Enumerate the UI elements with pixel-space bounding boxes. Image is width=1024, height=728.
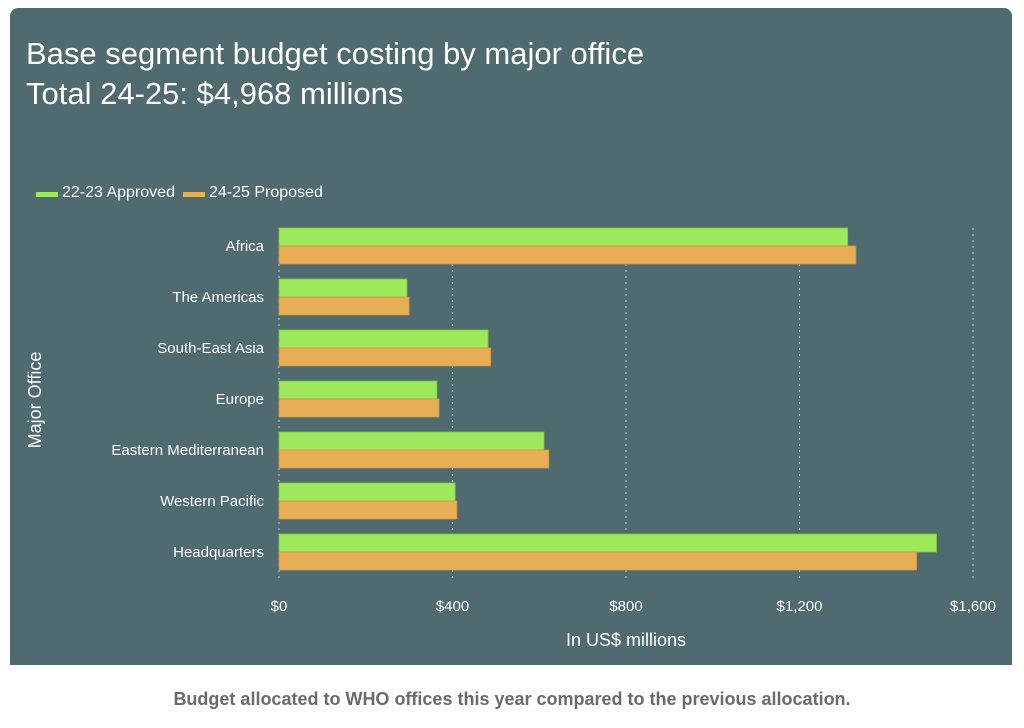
legend-label: 22-23 Approved (62, 184, 175, 201)
x-tick-label: $400 (436, 598, 469, 615)
category-label: Headquarters (173, 544, 264, 561)
bar-approved (278, 482, 456, 502)
y-axis-label: Major Office (25, 352, 45, 449)
bar-approved (278, 278, 408, 298)
bar-approved (278, 329, 489, 349)
bar-approved (278, 431, 545, 451)
title-line-1: Base segment budget costing by major off… (26, 36, 645, 71)
bar-proposed (278, 398, 440, 418)
bar-proposed (278, 449, 550, 469)
bar-proposed (278, 500, 458, 520)
chart-title: Base segment budget costing by major off… (26, 34, 644, 114)
legend-swatch (36, 192, 58, 197)
legend-item-proposed: 24-25 Proposed (182, 184, 323, 202)
title-line-2: Total 24-25: $4,968 millions (26, 76, 404, 111)
legend-item-approved: 22-23 Approved (36, 184, 175, 202)
legend: 22-23 Approved 24-25 Proposed (36, 184, 323, 202)
category-label: Western Pacific (160, 493, 264, 510)
category-label: The Americas (172, 289, 264, 306)
category-label: Eastern Mediterranean (111, 442, 264, 459)
bar-proposed (278, 296, 410, 316)
bar-proposed (278, 551, 918, 571)
legend-label: 24-25 Proposed (208, 184, 323, 201)
bar-approved (278, 533, 937, 553)
caption: Budget allocated to WHO offices this yea… (173, 689, 851, 709)
x-tick-label: $800 (609, 598, 642, 615)
bar-approved (278, 227, 849, 247)
bar-proposed (278, 347, 492, 367)
x-tick-label: $0 (271, 598, 288, 615)
x-tick-label: $1,600 (950, 598, 996, 615)
category-label: Africa (226, 238, 265, 255)
bar-approved (278, 380, 438, 400)
x-tick-label: $1,200 (777, 598, 823, 615)
legend-swatch (182, 192, 205, 197)
category-label: Europe (216, 391, 264, 408)
category-label: South-East Asia (157, 340, 264, 357)
bar-proposed (278, 245, 857, 265)
x-axis-label: In US$ millions (566, 630, 686, 650)
